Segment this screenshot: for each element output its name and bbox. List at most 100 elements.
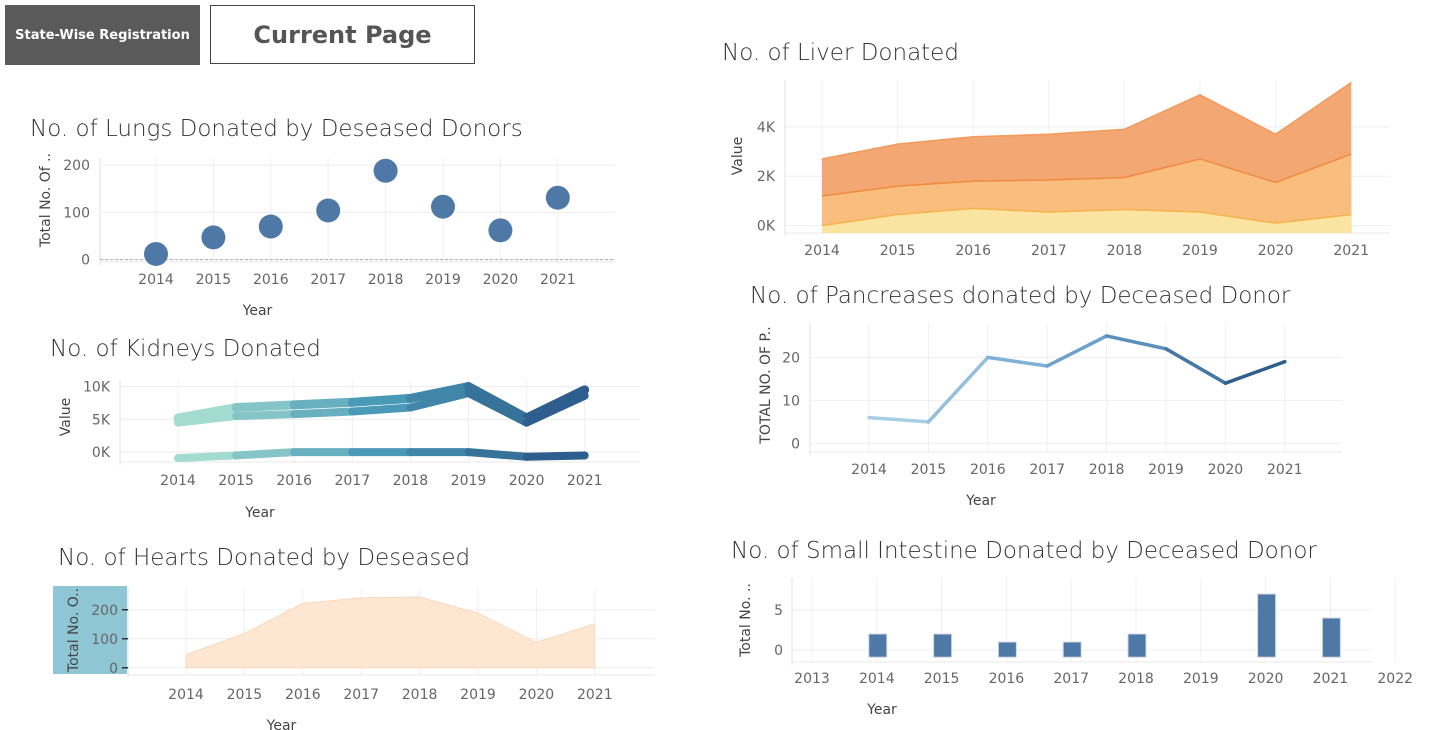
pancreas-line-segment <box>1045 334 1109 368</box>
pancreas-line-segment <box>986 355 1049 368</box>
intestine-bar <box>933 633 953 658</box>
kidneys-series-2-segment <box>174 412 241 427</box>
liver-y-axis-title: Value <box>730 137 746 175</box>
kidneys-x-tick-label: 2021 <box>567 473 603 489</box>
pancreas-line-segment <box>1223 359 1287 385</box>
kidneys-chart-title: No. of Kidneys Donated <box>50 336 321 362</box>
intestine-bar <box>997 641 1017 658</box>
kidneys-x-tick-label: 2016 <box>276 473 312 489</box>
lungs-x-axis-title: Year <box>242 303 273 319</box>
kidneys-y-tick-label: 5K <box>92 412 111 428</box>
pancreas-y-tick-label: 0 <box>791 436 800 452</box>
lungs-x-tick-label: 2015 <box>196 272 232 288</box>
kidneys-series-2-segment <box>232 410 299 421</box>
intestine-bar <box>1257 593 1277 658</box>
current-page-button[interactable]: Current Page <box>210 5 475 64</box>
intestine-x-tick-label: 2014 <box>859 671 895 687</box>
lungs-x-tick-label: 2016 <box>253 272 289 288</box>
pancreas-line-segment <box>1104 334 1168 351</box>
pancreas-x-tick-label: 2018 <box>1089 462 1125 478</box>
hearts-x-tick-label: 2019 <box>460 687 496 703</box>
lungs-x-tick-label: 2018 <box>368 272 404 288</box>
lungs-point <box>316 198 341 223</box>
pancreas-line-segment <box>867 415 931 424</box>
intestine-x-tick-label: 2021 <box>1313 671 1349 687</box>
kidneys-series-1-segment <box>464 382 532 423</box>
pancreas-x-tick-label: 2019 <box>1148 462 1184 478</box>
state-wise-registration-button[interactable]: State-Wise Registration <box>5 5 200 65</box>
liver-x-tick-label: 2016 <box>955 243 991 259</box>
lungs-y-tick-label: 0 <box>81 253 90 269</box>
intestine-x-tick-label: 2022 <box>1377 671 1413 687</box>
lungs-x-tick-label: 2021 <box>540 272 576 288</box>
intestine-x-axis-title: Year <box>866 702 897 718</box>
kidneys-x-tick-label: 2014 <box>160 473 196 489</box>
hearts-y-axis-highlight <box>53 586 127 674</box>
lungs-chart-title: No. of Lungs Donated by Deseased Donors <box>30 116 523 142</box>
liver-chart-title: No. of Liver Donated <box>722 40 959 66</box>
liver-x-tick-label: 2017 <box>1031 243 1067 259</box>
intestine-y-axis-title: Total No. .. <box>738 583 754 658</box>
liver-y-tick-label: 4K <box>757 120 776 136</box>
intestine-x-tick-label: 2013 <box>794 671 830 687</box>
kidneys-y-axis-title: Value <box>58 398 74 436</box>
kidneys-x-tick-label: 2019 <box>451 473 487 489</box>
pancreas-line-segment <box>1164 347 1228 385</box>
kidneys-series-1-segment <box>231 400 299 413</box>
kidneys-series-2-segment <box>522 391 589 427</box>
pancreas-x-tick-label: 2014 <box>851 462 887 478</box>
pancreas-x-axis-title: Year <box>965 493 996 509</box>
kidneys-x-axis-title: Year <box>244 505 275 521</box>
pancreas-line-segment <box>926 355 990 424</box>
hearts-x-tick-label: 2018 <box>402 687 438 703</box>
liver-y-tick-label: 2K <box>757 169 776 185</box>
intestine-bar <box>1127 633 1147 658</box>
liver-band-3-edge <box>821 81 1352 160</box>
liver-band-2-edge <box>821 153 1352 197</box>
hearts-x-tick-label: 2020 <box>519 687 555 703</box>
liver-y-tick-label: 0K <box>757 219 776 235</box>
liver-x-tick-label: 2015 <box>880 243 916 259</box>
hearts-x-tick-label: 2015 <box>227 687 263 703</box>
intestine-x-tick-label: 2019 <box>1183 671 1219 687</box>
intestine-bar <box>1321 617 1341 658</box>
pancreas-x-tick-label: 2015 <box>911 462 947 478</box>
kidneys-series-1-segment <box>289 397 357 410</box>
pancreas-y-tick-label: 10 <box>782 393 800 409</box>
lungs-x-tick-label: 2020 <box>483 272 519 288</box>
kidneys-series-3-segment <box>232 448 299 460</box>
lungs-y-tick-label: 200 <box>63 158 90 174</box>
kidneys-series-1-segment <box>173 403 241 423</box>
lungs-point <box>545 185 570 210</box>
intestine-x-tick-label: 2020 <box>1248 671 1284 687</box>
kidneys-series-2-segment <box>406 389 473 412</box>
hearts-x-tick-label: 2014 <box>168 687 204 703</box>
intestine-chart-title: No. of Small Intestine Donated by Deceas… <box>731 538 1317 564</box>
intestine-y-tick-label: 5 <box>774 603 783 619</box>
lungs-point <box>431 194 455 219</box>
kidneys-series-1-segment <box>522 385 590 423</box>
hearts-area <box>185 596 596 669</box>
kidneys-series-1-segment <box>347 393 415 407</box>
kidneys-series-3-segment <box>522 451 589 461</box>
kidneys-series-3-segment <box>174 451 241 463</box>
liver-band-1-edge <box>821 207 1352 227</box>
hearts-y-tick-label: 200 <box>91 603 118 619</box>
kidneys-y-tick-label: 0K <box>92 445 111 461</box>
hearts-x-tick-label: 2016 <box>285 687 321 703</box>
kidneys-x-tick-label: 2017 <box>334 473 370 489</box>
lungs-y-axis-title: Total No. Of .. <box>38 153 54 248</box>
liver-x-tick-label: 2020 <box>1258 243 1294 259</box>
hearts-y-tick-label: 100 <box>91 632 118 648</box>
pancreas-y-tick-label: 20 <box>782 350 800 366</box>
liver-x-tick-label: 2021 <box>1333 243 1369 259</box>
lungs-point <box>258 214 283 239</box>
liver-x-tick-label: 2014 <box>804 243 840 259</box>
intestine-y-tick-label: 0 <box>774 643 783 659</box>
intestine-bar <box>1062 641 1082 658</box>
intestine-x-tick-label: 2015 <box>924 671 960 687</box>
kidneys-series-3-segment <box>464 448 531 461</box>
hearts-y-tick-label: 0 <box>109 661 118 677</box>
liver-x-tick-label: 2019 <box>1182 243 1218 259</box>
